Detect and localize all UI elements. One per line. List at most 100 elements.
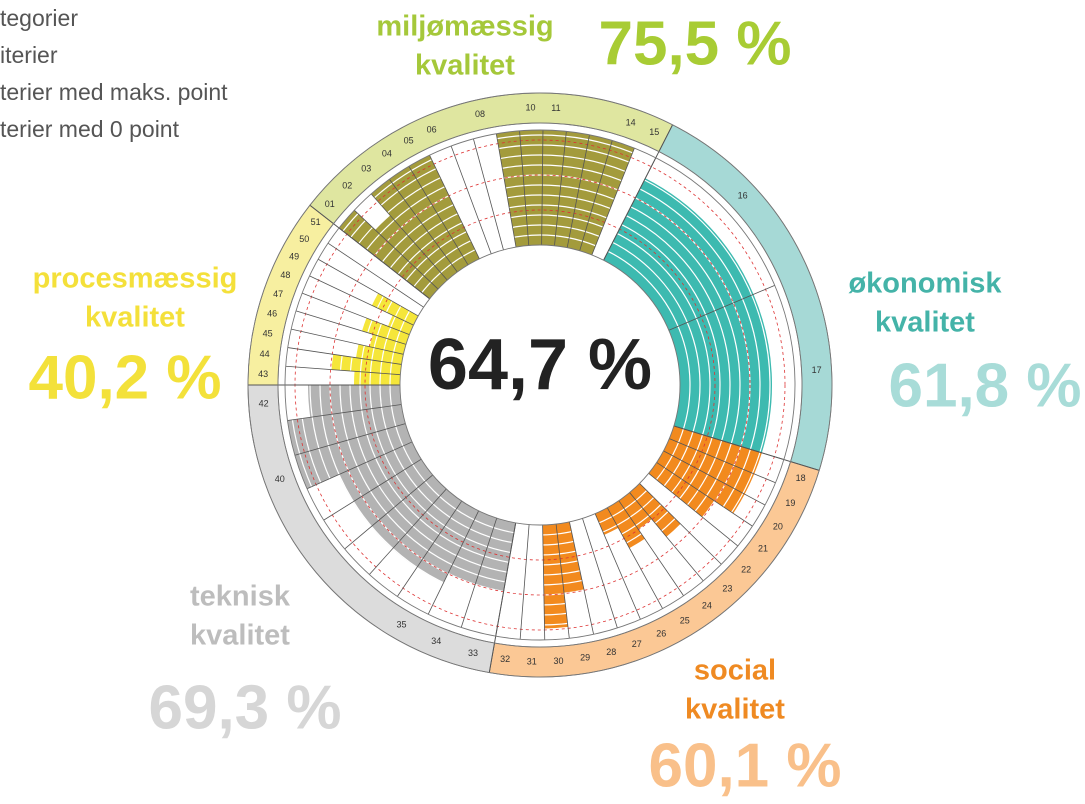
criterion-divider bbox=[354, 209, 439, 290]
criterion-divider bbox=[285, 365, 401, 376]
criterion-label: 19 bbox=[785, 498, 795, 508]
criterion-bar bbox=[668, 294, 773, 453]
criterion-divider bbox=[591, 147, 635, 256]
criterion-label: 45 bbox=[263, 329, 273, 339]
criterion-divider bbox=[306, 441, 413, 490]
category-percent: 75,5 % bbox=[598, 9, 791, 78]
ring-edge bbox=[247, 92, 833, 678]
criterion-label: 27 bbox=[632, 639, 642, 649]
criterion-bar bbox=[371, 474, 447, 549]
criterion-divider bbox=[295, 310, 407, 345]
criterion-bar bbox=[542, 524, 568, 629]
category-name: økonomisk bbox=[848, 268, 1002, 300]
criterion-label: 50 bbox=[299, 234, 309, 244]
criterion-divider bbox=[519, 524, 530, 640]
criterion-label: 17 bbox=[812, 365, 822, 375]
criterion-divider bbox=[541, 130, 544, 246]
criterion-divider bbox=[301, 292, 410, 335]
level-circle bbox=[364, 209, 716, 561]
criterion-divider bbox=[566, 134, 590, 248]
criterion-divider bbox=[579, 140, 613, 251]
criterion-divider bbox=[294, 423, 406, 456]
criterion-divider bbox=[663, 450, 766, 506]
criterion-bar bbox=[556, 521, 584, 593]
category-percent: 40,2 % bbox=[28, 343, 221, 412]
criterion-label: 16 bbox=[738, 190, 748, 200]
criterion-label: 22 bbox=[741, 564, 751, 574]
criterion-divider bbox=[460, 518, 498, 628]
criterion-label: 01 bbox=[325, 199, 335, 209]
criterion-bar bbox=[448, 510, 497, 584]
category-divider bbox=[488, 522, 517, 673]
category-percent: 60,1 % bbox=[648, 731, 841, 800]
legend-text: terier med 0 point bbox=[0, 116, 180, 142]
criterion-label: 18 bbox=[796, 473, 806, 483]
criterion-divider bbox=[309, 275, 414, 326]
category-ring bbox=[488, 461, 820, 678]
total-percent: 64,7 % bbox=[428, 325, 652, 405]
criterion-divider bbox=[291, 328, 404, 355]
level-circle bbox=[329, 174, 751, 596]
category-name: social bbox=[694, 655, 776, 687]
criterion-label: 21 bbox=[758, 544, 768, 554]
category-name: teknisk bbox=[190, 581, 291, 613]
criterion-label: 25 bbox=[680, 616, 690, 626]
criterion-divider bbox=[668, 284, 775, 331]
criterion-divider bbox=[408, 166, 469, 266]
category-name: kvalitet bbox=[85, 302, 185, 334]
criterion-bar bbox=[392, 489, 462, 568]
criterion-bar bbox=[669, 425, 762, 474]
criterion-label: 44 bbox=[260, 349, 270, 359]
criterion-divider bbox=[369, 488, 447, 575]
criterion-label: 03 bbox=[361, 164, 371, 174]
criterion-bar bbox=[648, 462, 715, 517]
ring-edge bbox=[277, 122, 803, 648]
criterion-divider bbox=[429, 154, 480, 259]
criterion-label: 05 bbox=[404, 135, 414, 145]
criterion-bar bbox=[338, 441, 422, 502]
criterion-divider bbox=[519, 130, 530, 246]
criterion-label: 35 bbox=[396, 619, 406, 629]
criterion-divider bbox=[287, 404, 402, 421]
legend-text: terier med maks. point bbox=[0, 79, 228, 105]
criterion-label: 24 bbox=[702, 601, 712, 611]
legend-text: iterier bbox=[0, 42, 58, 68]
criterion-divider bbox=[450, 145, 492, 254]
criterion-divider bbox=[555, 524, 570, 639]
criterion-label: 42 bbox=[259, 399, 269, 409]
criterion-label: 29 bbox=[580, 653, 590, 663]
criterion-divider bbox=[495, 133, 517, 248]
criterion-divider bbox=[606, 507, 663, 609]
category-divider bbox=[603, 124, 674, 261]
criterion-label: 15 bbox=[649, 127, 659, 137]
criterion-divider bbox=[618, 500, 684, 596]
criterion-bar bbox=[369, 334, 407, 355]
criterion-label: 31 bbox=[527, 656, 537, 666]
criterion-bar bbox=[416, 501, 479, 584]
criterion-divider bbox=[582, 518, 618, 629]
criterion-label: 06 bbox=[427, 124, 437, 134]
criterion-label: 49 bbox=[289, 252, 299, 262]
criterion-label: 02 bbox=[342, 180, 352, 190]
criterion-divider bbox=[669, 438, 776, 484]
criterion-divider bbox=[648, 473, 739, 547]
criterion-label: 43 bbox=[258, 369, 268, 379]
criterion-label: 51 bbox=[311, 217, 321, 227]
category-percent: 61,8 % bbox=[888, 351, 1081, 420]
criterion-divider bbox=[327, 242, 424, 308]
criterion-divider bbox=[542, 524, 546, 640]
criterion-divider bbox=[317, 258, 419, 317]
criterion-divider bbox=[323, 458, 422, 521]
criterion-label: 33 bbox=[468, 648, 478, 658]
criterion-divider bbox=[389, 178, 458, 273]
criterion-label: 32 bbox=[500, 654, 510, 664]
criterion-divider bbox=[554, 131, 567, 246]
criterion-label: 46 bbox=[267, 309, 277, 319]
criterion-divider bbox=[639, 483, 722, 565]
criterion-divider bbox=[656, 462, 753, 527]
criterion-label: 40 bbox=[275, 474, 285, 484]
criterion-divider bbox=[344, 474, 434, 550]
category-divider bbox=[673, 425, 820, 471]
criterion-label: 23 bbox=[722, 583, 732, 593]
criterion-label: 08 bbox=[475, 109, 485, 119]
